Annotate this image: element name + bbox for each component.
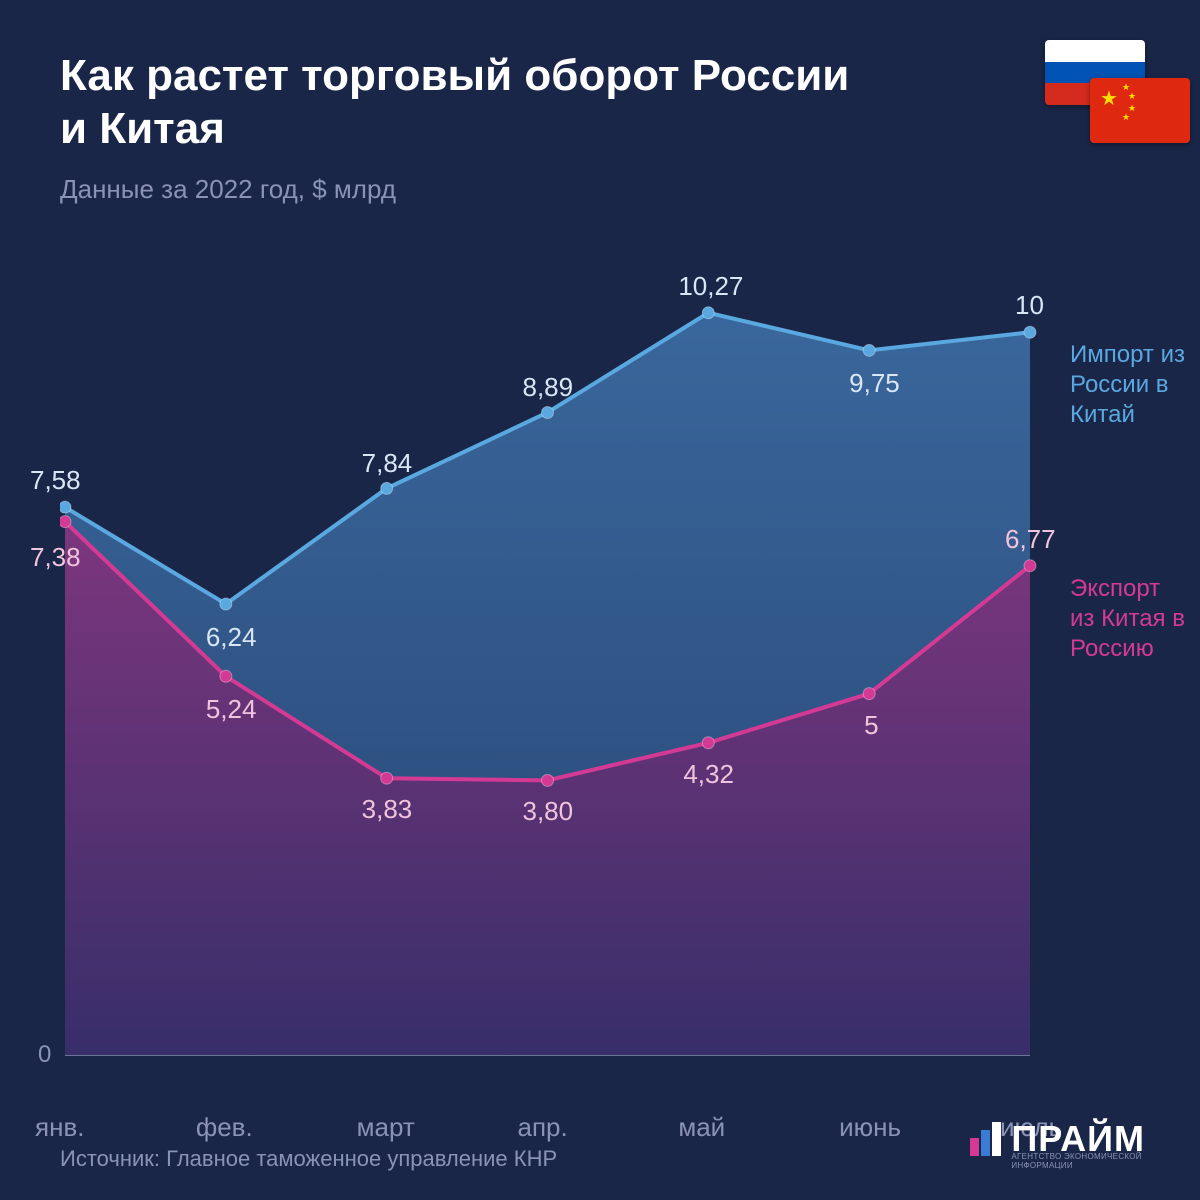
brand-bars-icon (970, 1122, 1001, 1156)
data-point-label: 10,27 (678, 271, 743, 302)
data-point-label: 10 (1015, 290, 1044, 321)
source-caption: Источник: Главное таможенное управление … (60, 1146, 557, 1172)
star-icon: ★ (1122, 112, 1130, 123)
x-axis-category: апр. (518, 1112, 568, 1143)
series-label-import: Импорт из России в Китай (1070, 340, 1190, 430)
data-point-label: 3,83 (362, 794, 413, 825)
brand-bar (970, 1138, 979, 1156)
chart-title: Как растет торговый оборот России и Кита… (60, 50, 860, 156)
data-point-label: 7,38 (30, 542, 81, 573)
brand-bar (992, 1122, 1001, 1156)
country-flags: ★ ★ ★ ★ ★ (1045, 40, 1145, 105)
data-point-label: 8,89 (523, 372, 574, 403)
brand-tagline: АГЕНТСТВО ЭКОНОМИЧЕСКОЙ ИНФОРМАЦИИ (1011, 1152, 1145, 1170)
data-point-label: 5,24 (206, 694, 257, 725)
y-axis-zero: 0 (38, 1041, 51, 1069)
brand-text: ПРАЙМ АГЕНТСТВО ЭКОНОМИЧЕСКОЙ ИНФОРМАЦИИ (1011, 1118, 1145, 1160)
x-axis-category: май (678, 1112, 725, 1143)
x-axis-category: март (357, 1112, 415, 1143)
brand-bar (981, 1130, 990, 1156)
brand: ПРАЙМ АГЕНТСТВО ЭКОНОМИЧЕСКОЙ ИНФОРМАЦИИ (970, 1118, 1145, 1160)
flag-stripe (1045, 40, 1145, 62)
data-point-label: 6,24 (206, 622, 257, 653)
x-axis-category: фев. (196, 1112, 253, 1143)
data-point-label: 7,58 (30, 465, 81, 496)
data-point-label: 3,80 (523, 796, 574, 827)
star-icon: ★ (1128, 91, 1136, 102)
data-point-label: 5 (864, 710, 878, 741)
data-point-label: 9,75 (849, 368, 900, 399)
data-point-label: 4,32 (683, 759, 734, 790)
series-label-export: Экспорт из Китая в Россию (1070, 574, 1190, 664)
data-point-label: 6,77 (1005, 524, 1056, 555)
header: Как растет торговый оборот России и Кита… (60, 50, 1140, 205)
chart-subtitle: Данные за 2022 год, $ млрд (60, 174, 1140, 205)
star-icon: ★ (1100, 86, 1118, 111)
china-flag-icon: ★ ★ ★ ★ ★ (1090, 78, 1190, 143)
x-axis-category: июнь (839, 1112, 901, 1143)
x-axis-category: янв. (35, 1112, 84, 1143)
data-point-label: 7,84 (362, 448, 413, 479)
